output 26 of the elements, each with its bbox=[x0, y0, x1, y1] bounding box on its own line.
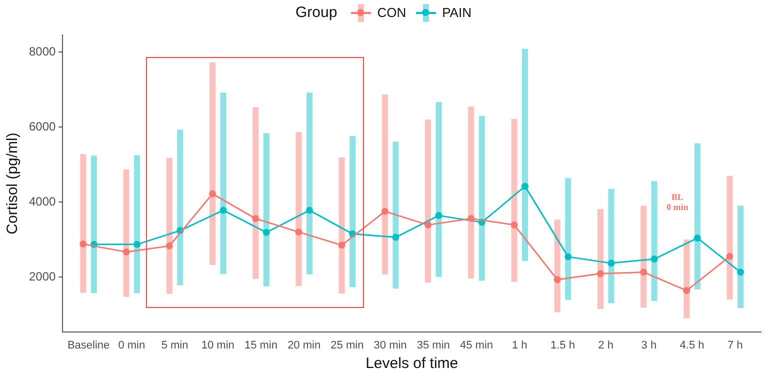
legend-label: PAIN bbox=[442, 5, 472, 20]
x-tick-label: 20 min bbox=[288, 339, 321, 352]
x-tick-label: 5 min bbox=[161, 339, 188, 352]
x-tick-label: 7 h bbox=[727, 339, 743, 352]
x-tick-label: 1 h bbox=[512, 339, 528, 352]
x-tick-label: 2 h bbox=[598, 339, 614, 352]
x-tick-label: 4.5 h bbox=[680, 339, 704, 352]
x-tick-label: 0 min bbox=[118, 339, 146, 352]
x-tick-label: 10 min bbox=[201, 339, 234, 352]
x-tick-label: 25 min bbox=[330, 339, 364, 352]
x-tick-label: 35 min bbox=[416, 339, 450, 352]
x-axis-title: Levels of time bbox=[366, 355, 458, 372]
y-tick-label: 4000 bbox=[28, 194, 56, 208]
annotation: BL 0 min bbox=[666, 192, 688, 212]
x-tick-label: 15 min bbox=[244, 339, 278, 352]
y-tick-label: 2000 bbox=[28, 269, 56, 284]
x-tick-label: Baseline bbox=[67, 339, 110, 352]
y-axis-title: Cortisol (pg/ml) bbox=[4, 132, 22, 234]
legend-label: CON bbox=[377, 5, 406, 20]
y-tick-label: 8000 bbox=[28, 44, 56, 58]
x-tick-label: 1.5 h bbox=[550, 339, 575, 352]
y-tick-label: 6000 bbox=[28, 119, 56, 134]
x-tick-label: 30 min bbox=[374, 339, 407, 352]
legend-title: Group bbox=[296, 4, 338, 21]
x-tick-label: 45 min bbox=[460, 339, 494, 352]
x-tick-label: 3 h bbox=[641, 339, 657, 352]
